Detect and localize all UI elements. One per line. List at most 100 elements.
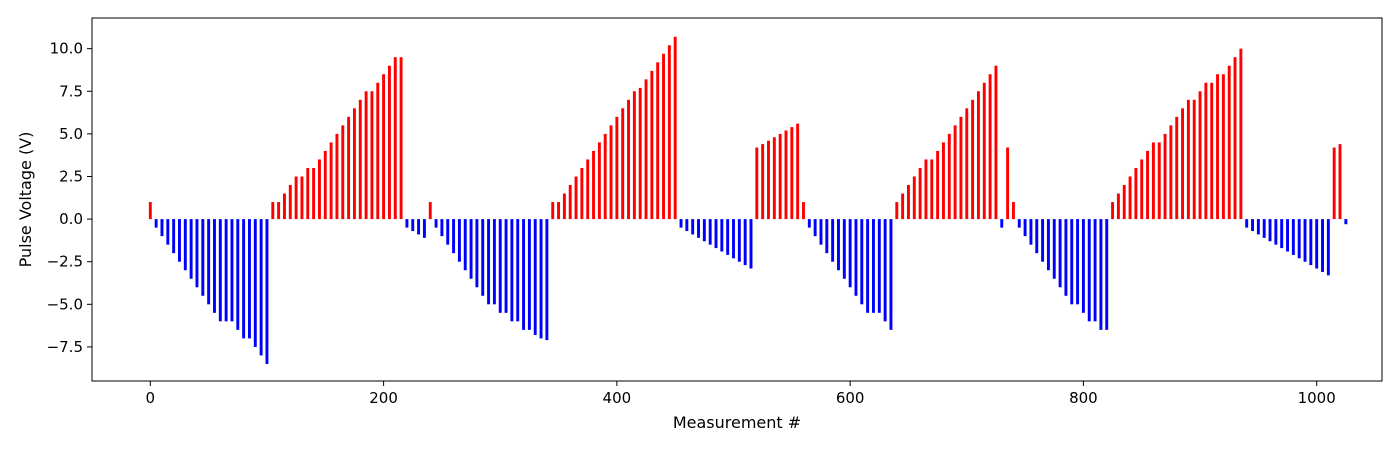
bar <box>941 142 945 220</box>
bar <box>1291 219 1295 255</box>
bar <box>364 91 368 220</box>
bar <box>1058 219 1062 288</box>
bar <box>1070 219 1074 305</box>
bar <box>912 176 916 220</box>
bar <box>1046 219 1050 271</box>
bar <box>784 130 788 220</box>
bar <box>1181 108 1185 220</box>
bar <box>312 167 316 220</box>
x-tick-label: 600 <box>836 389 865 407</box>
bar <box>282 193 286 220</box>
bar <box>306 167 310 220</box>
bar <box>533 219 537 335</box>
bar <box>632 91 636 220</box>
bar <box>667 45 671 220</box>
bar <box>650 70 654 220</box>
bar <box>1151 142 1155 220</box>
bar <box>487 219 491 305</box>
bar <box>218 219 222 322</box>
bar <box>1274 219 1278 245</box>
bar <box>807 219 811 228</box>
bar <box>329 142 333 220</box>
bar <box>160 219 164 237</box>
bar <box>877 219 881 313</box>
x-tick-label: 400 <box>603 389 632 407</box>
bar <box>393 57 397 220</box>
y-tick-label: 5.0 <box>59 125 83 143</box>
bar <box>1303 219 1307 262</box>
bar <box>574 176 578 220</box>
bar <box>463 219 467 271</box>
bar <box>796 123 800 220</box>
bar <box>982 82 986 220</box>
bar <box>848 219 852 288</box>
bar <box>457 219 461 262</box>
bar <box>440 219 444 237</box>
bar <box>1332 147 1336 220</box>
bar <box>148 202 152 220</box>
bar <box>749 219 753 269</box>
bar <box>691 219 695 235</box>
bar <box>1280 219 1284 249</box>
y-tick-label: −7.5 <box>47 338 83 356</box>
bar <box>726 219 730 255</box>
bar <box>352 108 356 220</box>
bar <box>166 219 170 245</box>
bar <box>1233 57 1237 220</box>
bar <box>889 219 893 330</box>
bar <box>195 219 199 288</box>
bar <box>1105 219 1109 330</box>
bar <box>621 108 625 220</box>
bar <box>714 219 718 249</box>
bar <box>1122 185 1126 220</box>
bar <box>347 116 351 220</box>
bar <box>498 219 502 313</box>
bar <box>866 219 870 313</box>
bar <box>230 219 234 322</box>
bar <box>662 53 665 220</box>
bar <box>1099 219 1103 330</box>
bar <box>702 219 706 242</box>
bar <box>1011 202 1015 220</box>
bar <box>154 219 158 228</box>
bar <box>1326 219 1330 276</box>
bar <box>580 167 584 220</box>
bar <box>1116 193 1120 220</box>
bar <box>767 140 770 220</box>
bar <box>469 219 473 279</box>
y-tick-label: −5.0 <box>47 295 83 313</box>
bar <box>936 150 940 220</box>
bar <box>802 202 805 220</box>
bar <box>1204 82 1208 220</box>
bar <box>1064 219 1068 296</box>
bar <box>545 219 549 341</box>
bar <box>172 219 176 254</box>
bar <box>1221 74 1225 220</box>
bar <box>1169 125 1173 220</box>
bar <box>1338 144 1342 220</box>
bar <box>1163 133 1167 220</box>
bar <box>417 219 421 235</box>
bar <box>644 79 648 220</box>
bar <box>679 219 683 228</box>
bar <box>504 219 508 313</box>
bar-series <box>148 36 1348 364</box>
bar <box>1081 219 1085 313</box>
bar <box>673 36 677 220</box>
bar <box>224 219 228 322</box>
bar <box>592 150 595 220</box>
bar <box>597 142 601 220</box>
x-tick-label: 200 <box>369 389 398 407</box>
bar <box>382 74 386 220</box>
bar <box>358 99 362 220</box>
bar <box>737 219 741 262</box>
bar <box>341 125 345 220</box>
bar <box>1093 219 1097 322</box>
bar <box>907 185 910 220</box>
bar <box>872 219 875 313</box>
bar <box>831 219 835 262</box>
bar <box>825 219 829 254</box>
bar <box>901 193 905 220</box>
y-axis-label: Pulse Voltage (V) <box>16 132 35 268</box>
